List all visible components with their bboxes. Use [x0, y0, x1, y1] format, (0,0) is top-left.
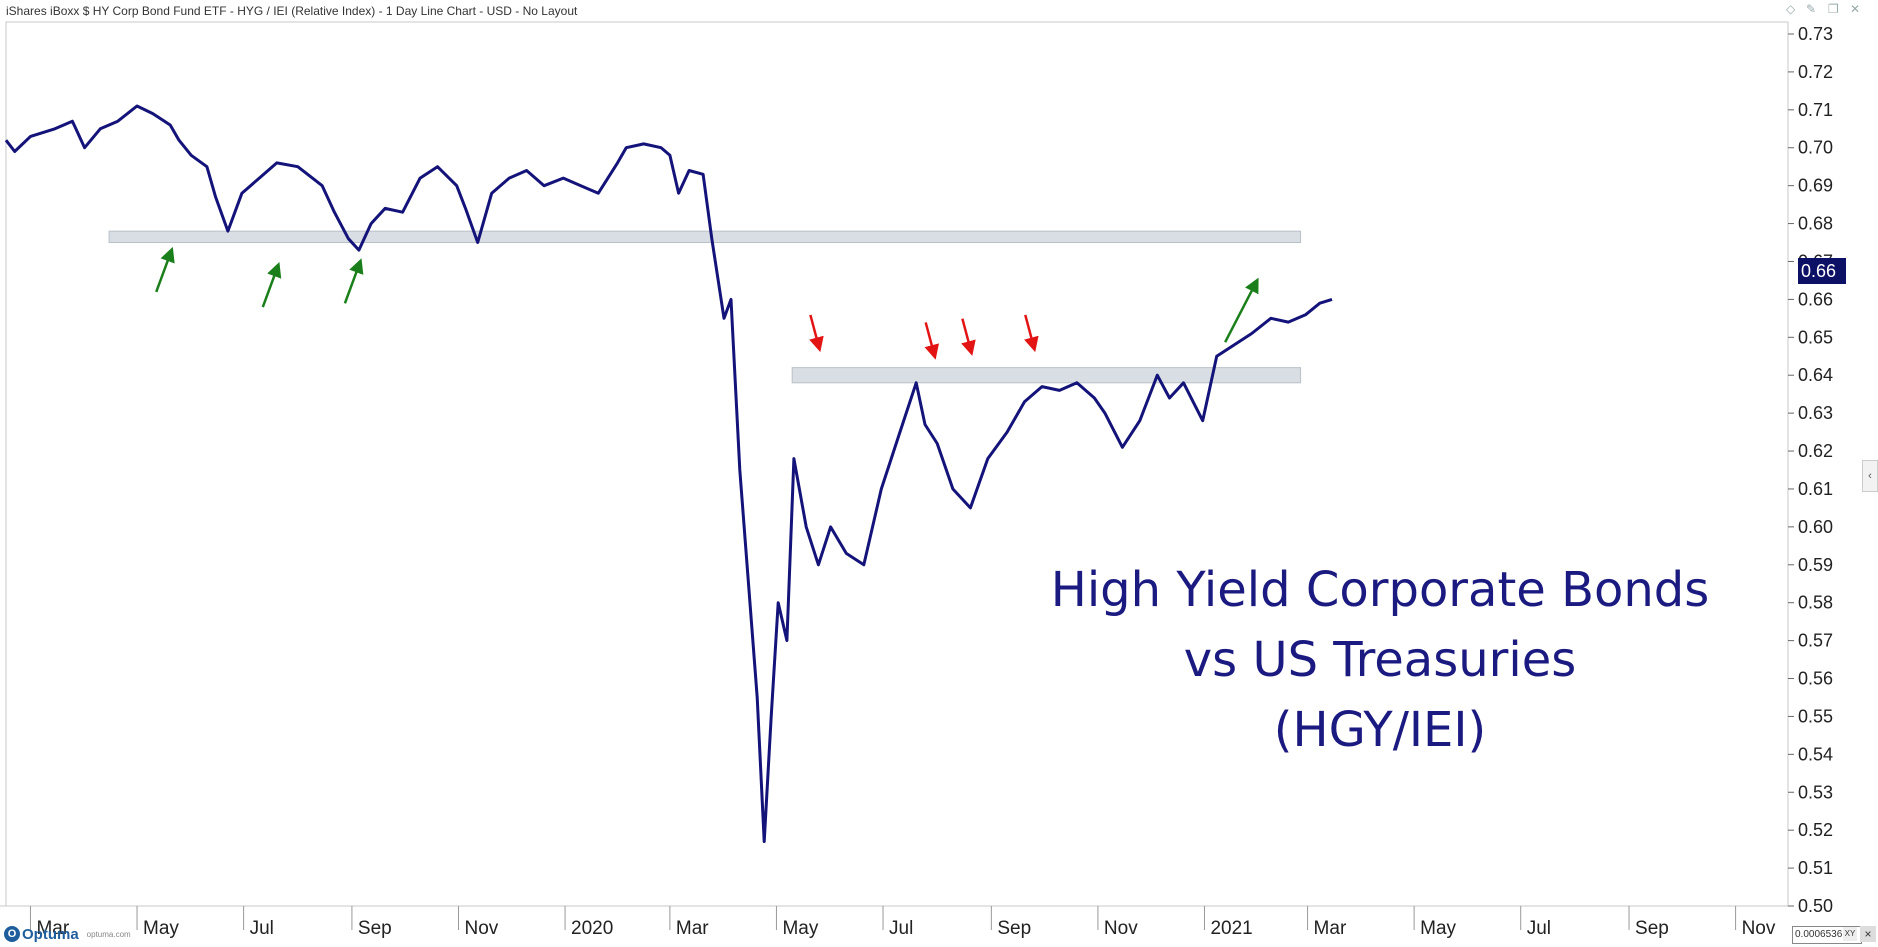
x-tick-label: May — [782, 918, 818, 939]
x-tick-label: 2021 — [1210, 918, 1252, 939]
x-tick-label: Sep — [1635, 918, 1669, 939]
plot-frame — [5, 21, 1789, 907]
green-arrow-2 — [261, 262, 282, 308]
y-tick-label: 0.53 — [1798, 782, 1833, 802]
pin-icon[interactable]: ✎ — [1806, 2, 1817, 16]
y-tick-label: 0.68 — [1798, 214, 1833, 234]
support-band-1 — [108, 230, 1302, 244]
y-tick-label: 0.73 — [1798, 24, 1833, 44]
x-tick-label: Nov — [1742, 918, 1776, 939]
chart-title: iShares iBoxx $ HY Corp Bond Fund ETF - … — [6, 4, 578, 18]
diamond-icon[interactable]: ◇ — [1786, 2, 1796, 16]
annotation-line-2: vs US Treasuries — [1183, 632, 1577, 688]
optuma-logo-icon: O — [4, 926, 20, 942]
x-tick-label: Nov — [464, 918, 498, 939]
series-line-1 — [4, 104, 1333, 843]
y-tick-label: 0.66 — [1798, 289, 1833, 309]
title-bar: iShares iBoxx $ HY Corp Bond Fund ETF - … — [0, 0, 1878, 22]
x-tick-label: Nov — [1104, 918, 1138, 939]
logo-text: Optuma — [22, 925, 79, 943]
x-tick-label: Sep — [358, 918, 392, 939]
restore-icon[interactable]: ❐ — [1828, 2, 1839, 16]
y-tick-label: 0.56 — [1798, 669, 1833, 689]
close-button[interactable]: × — [1860, 926, 1876, 942]
y-tick-label: 0.57 — [1798, 631, 1833, 651]
green-arrow-1 — [155, 246, 175, 293]
y-tick-label: 0.61 — [1798, 479, 1833, 499]
y-tick-label: 0.65 — [1798, 327, 1833, 347]
xy-toggle-button[interactable]: XY — [1843, 927, 1857, 941]
optuma-logo: O Optuma optuma.com — [4, 924, 131, 944]
x-tick-label: Mar — [36, 918, 69, 939]
x-tick-label: May — [143, 918, 179, 939]
y-tick-label: 0.52 — [1798, 820, 1833, 840]
close-icon[interactable]: ✕ — [1850, 2, 1861, 16]
support-band-2 — [791, 367, 1302, 384]
y-tick-label: 0.59 — [1798, 555, 1833, 575]
x-tick-label: May — [1420, 918, 1456, 939]
y-tick-label: 0.54 — [1798, 744, 1833, 764]
x-tick-label: 2020 — [571, 918, 613, 939]
x-tick-label: Jul — [1527, 918, 1551, 939]
green-arrow-4 — [1224, 277, 1259, 343]
y-tick-label: 0.69 — [1798, 176, 1833, 196]
x-tick-label: Jul — [250, 918, 274, 939]
red-arrow-2 — [924, 322, 940, 360]
y-tick-label: 0.50 — [1798, 896, 1833, 916]
x-tick-label: Jul — [889, 918, 913, 939]
y-tick-label: 0.60 — [1798, 517, 1833, 537]
x-tick-label: Sep — [997, 918, 1031, 939]
y-tick-label: 0.70 — [1798, 138, 1833, 158]
y-tick-label: 0.71 — [1798, 100, 1833, 120]
annotation-line-3: (HGY/IEI) — [1273, 702, 1487, 758]
red-arrow-1 — [809, 314, 824, 353]
x-tick-label: Mar — [676, 918, 709, 939]
red-arrow-3 — [961, 318, 976, 356]
y-tick-label: 0.62 — [1798, 441, 1833, 461]
x-tick-label: Mar — [1314, 918, 1347, 939]
logo-site: optuma.com — [86, 929, 131, 939]
y-tick-label: 0.64 — [1798, 365, 1833, 385]
collapse-panel-icon[interactable]: ‹ — [1862, 460, 1878, 492]
last-price-label: 0.66 — [1798, 258, 1846, 284]
green-arrow-3 — [343, 258, 364, 304]
y-tick-label: 0.72 — [1798, 62, 1833, 82]
chart-annotation: High Yield Corporate Bonds vs US Treasur… — [980, 555, 1780, 765]
y-tick-label: 0.51 — [1798, 858, 1833, 878]
y-tick-label: 0.58 — [1798, 593, 1833, 613]
red-arrow-4 — [1024, 314, 1039, 353]
y-tick-label: 0.55 — [1798, 706, 1833, 726]
x-axis-background — [0, 906, 1878, 947]
annotation-line-1: High Yield Corporate Bonds — [1050, 562, 1710, 618]
y-tick-label: 0.63 — [1798, 403, 1833, 423]
